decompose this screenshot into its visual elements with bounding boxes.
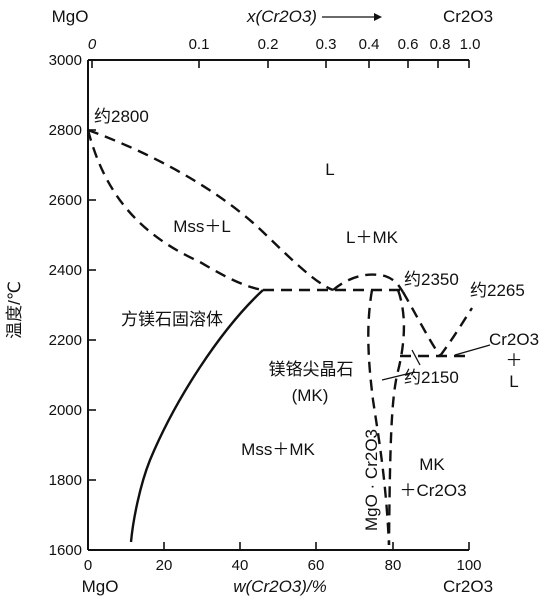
top-tick-label: 0.4 xyxy=(359,36,380,53)
y-tick-label: 2200 xyxy=(49,332,82,349)
bottom-left-end-label: MgO xyxy=(82,577,119,596)
y-tick-label: 2000 xyxy=(49,402,82,419)
compound-label: MgO · Cr2O3 xyxy=(362,429,381,531)
bottom-axis-title: w(Cr2O3)/% xyxy=(233,577,327,596)
region-mss-l: Mss＋L xyxy=(173,217,231,236)
top-tick-label: 0.3 xyxy=(316,36,337,53)
top-tick-label: 0.1 xyxy=(189,36,210,53)
region-cr-l-line1: Cr2O3 xyxy=(489,330,539,349)
x-tick-label: 100 xyxy=(456,557,481,574)
mk-liquidus-right xyxy=(401,291,441,357)
region-cr-l-line3: L xyxy=(509,372,518,391)
annotation-2800: 约2800 xyxy=(94,107,149,126)
leader-lines xyxy=(381,344,491,381)
region-mss-mk: Mss＋MK xyxy=(241,440,315,459)
y-tick-label: 1800 xyxy=(49,472,82,489)
top-axis-title: x(Cr2O3) xyxy=(246,7,317,26)
x-tick-label: 60 xyxy=(308,557,325,574)
annotation-2265: 约2265 xyxy=(470,281,525,300)
y-tick-label: 2400 xyxy=(49,262,82,279)
annotation-2150: 约2150 xyxy=(404,368,459,387)
top-tick-label: 0.8 xyxy=(430,36,451,53)
mk-right-boundary xyxy=(387,289,406,546)
y-ticks: 1600 1800 2000 2200 2400 2600 2800 3000 xyxy=(49,52,96,559)
top-tick-label: 0 xyxy=(88,36,97,53)
region-mk-cr-line1: MK xyxy=(419,455,445,474)
y-tick-label: 1600 xyxy=(49,542,82,559)
top-tick-label: 1.0 xyxy=(460,36,481,53)
region-periclase: 方镁石固溶体 xyxy=(121,310,223,329)
region-cr-l-line2: ＋ xyxy=(506,351,523,370)
region-l-mk: L＋MK xyxy=(346,228,399,247)
top-tick-label: 0.6 xyxy=(398,36,419,53)
y-tick-label: 3000 xyxy=(49,52,82,69)
x-tick-label: 0 xyxy=(84,557,92,574)
left-axis-title: 温度/℃ xyxy=(5,281,24,339)
x-ticks: 0 20 40 60 80 100 xyxy=(84,542,482,574)
region-spinel-line1: 镁铬尖晶石 xyxy=(269,360,354,379)
top-left-end-label: MgO xyxy=(52,7,89,26)
region-liquid: L xyxy=(325,160,334,179)
top-ticks: 0 0.1 0.2 0.3 0.4 0.6 0.8 1.0 xyxy=(88,36,481,68)
x-tick-label: 80 xyxy=(385,557,402,574)
phase-boundaries xyxy=(86,128,474,546)
periclase-solvus xyxy=(129,289,264,543)
region-mk-cr-line2: ＋Cr2O3 xyxy=(399,481,466,500)
annotation-2350: 约2350 xyxy=(404,270,459,289)
cr2o3-liquidus xyxy=(439,307,474,357)
top-right-end-label: Cr2O3 xyxy=(443,7,493,26)
plot-frame xyxy=(87,59,469,551)
x-tick-label: 40 xyxy=(232,557,249,574)
top-tick-label: 0.2 xyxy=(258,36,279,53)
top-arrow-icon xyxy=(322,13,382,21)
x-tick-label: 20 xyxy=(156,557,173,574)
bottom-right-end-label: Cr2O3 xyxy=(443,577,493,596)
y-tick-label: 2600 xyxy=(49,192,82,209)
mk-liquidus-dome xyxy=(332,273,404,293)
liquidus-mgo-side xyxy=(87,128,334,292)
mk-left-boundary xyxy=(367,289,391,546)
region-spinel-line2: (MK) xyxy=(292,386,329,405)
solidus-mgo-side xyxy=(86,129,264,292)
y-tick-label: 2800 xyxy=(49,122,82,139)
